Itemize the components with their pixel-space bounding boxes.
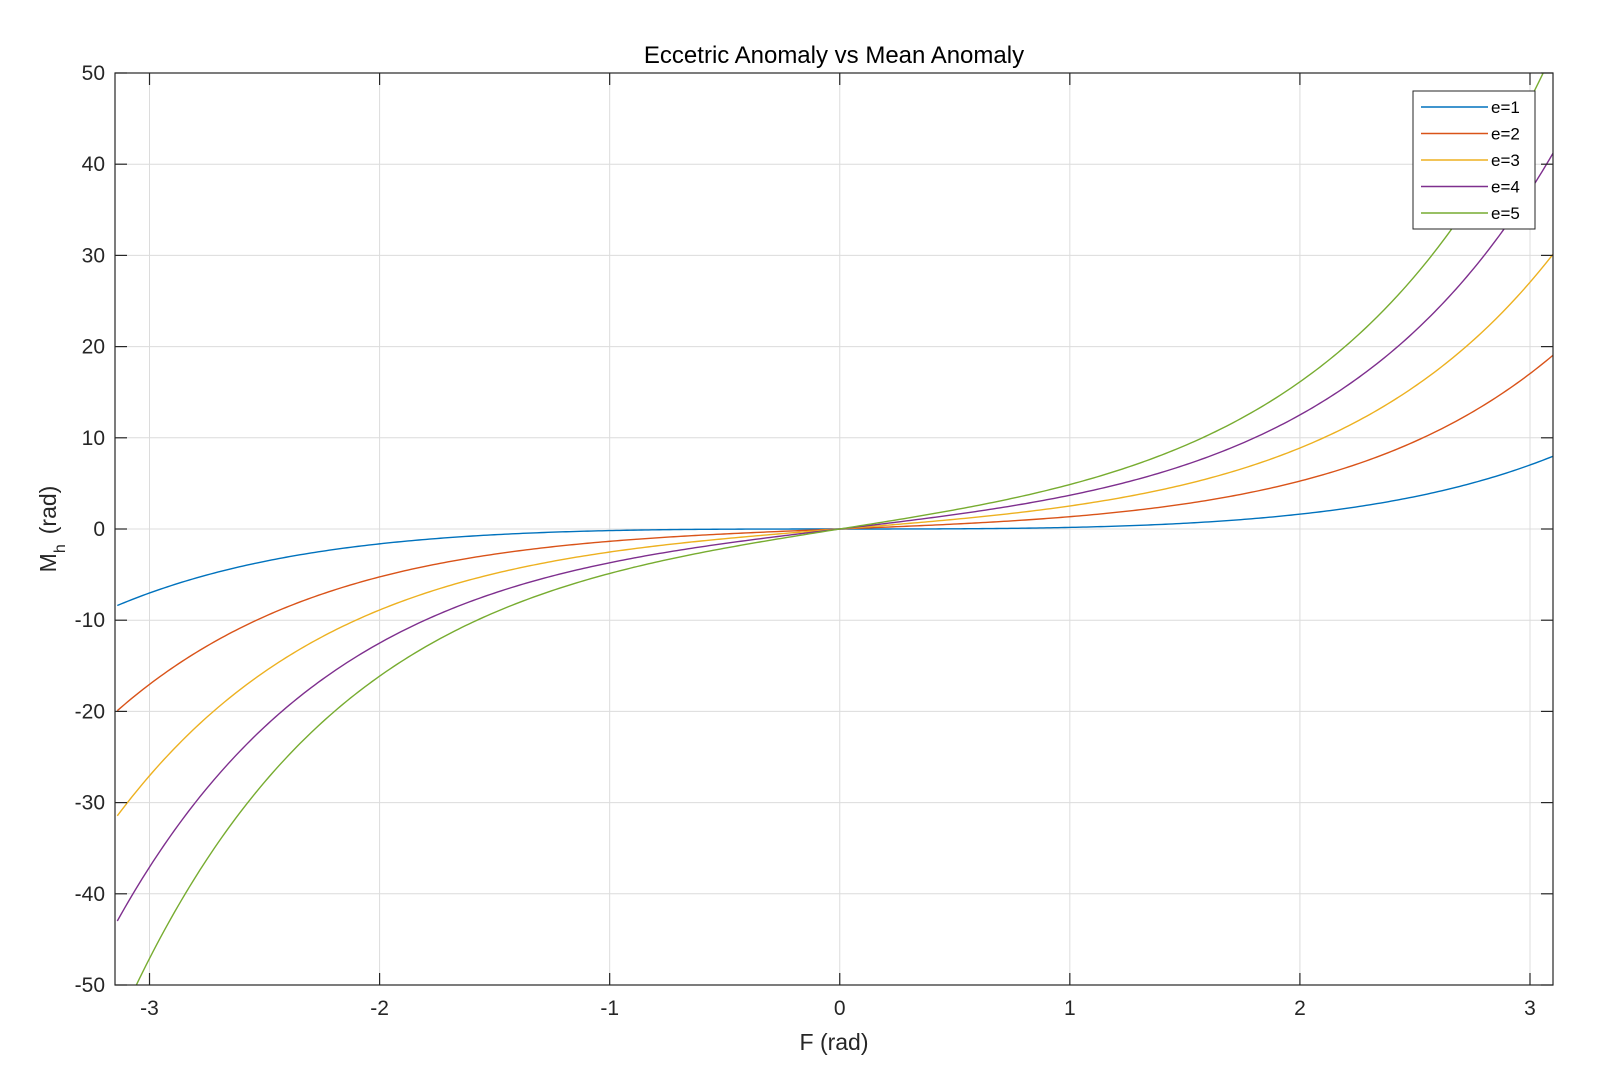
- legend-label: e=2: [1491, 125, 1520, 144]
- y-tick-label: 10: [82, 427, 105, 450]
- x-tick-label: -1: [600, 997, 619, 1020]
- x-axis-label: F (rad): [800, 1029, 869, 1055]
- y-tick-label: 50: [82, 62, 105, 85]
- y-tick-label: 30: [82, 244, 105, 267]
- x-tick-label: 2: [1294, 997, 1306, 1020]
- y-tick-label: 0: [93, 518, 105, 541]
- legend: e=1 e=2 e=3 e=4 e=5: [1412, 90, 1536, 230]
- x-tick-label: 0: [834, 997, 846, 1020]
- y-axis-label-subscript: h: [52, 544, 69, 553]
- y-tick-label: 40: [82, 153, 105, 176]
- x-tick-label: 1: [1064, 997, 1076, 1020]
- y-tick-label: -50: [75, 974, 105, 997]
- y-axis-label-unit: (rad): [35, 486, 61, 535]
- y-axis-label: Mh (rad): [35, 486, 69, 573]
- y-tick-label: -40: [75, 883, 105, 906]
- legend-label: e=1: [1491, 98, 1520, 117]
- y-tick-label: -20: [75, 700, 105, 723]
- series-line-5: [135, 73, 1544, 985]
- legend-label: e=4: [1491, 178, 1520, 197]
- ticks: [115, 72, 1553, 986]
- x-tick-label: 3: [1524, 997, 1536, 1020]
- svg-text:Mh(rad): Mh (rad): [35, 486, 69, 573]
- y-tick-label: 20: [82, 336, 105, 359]
- y-tick-label: -10: [75, 609, 105, 632]
- y-axis-label-main: M: [35, 553, 61, 572]
- series-layer: [116, 73, 1553, 985]
- legend-label: e=3: [1491, 151, 1520, 170]
- y-tick-label: -30: [75, 792, 105, 815]
- legend-label: e=5: [1491, 204, 1520, 223]
- x-tick-label: -3: [140, 997, 159, 1020]
- chart-title: Eccetric Anomaly vs Mean Anomaly: [644, 42, 1024, 69]
- x-tick-label: -2: [370, 997, 389, 1020]
